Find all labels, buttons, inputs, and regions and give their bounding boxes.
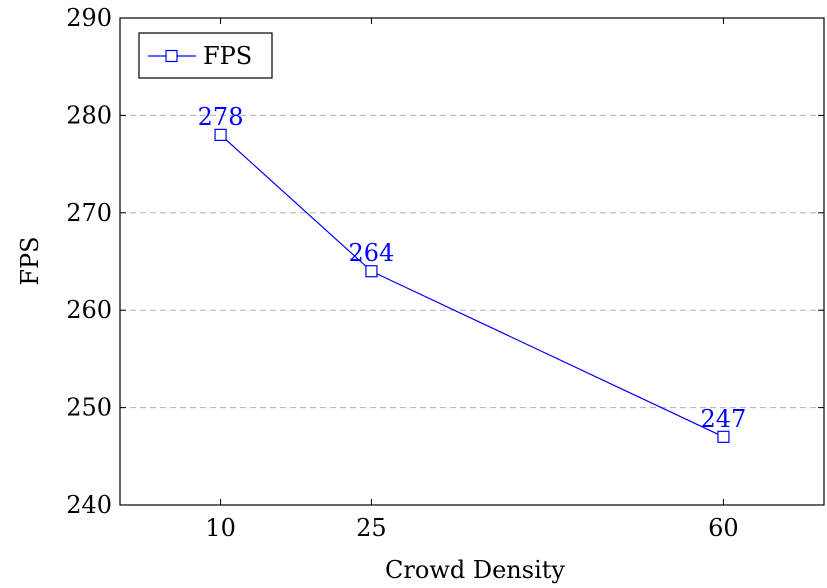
y-axis-title: FPS	[16, 236, 44, 285]
plot-frame	[119, 17, 825, 506]
x-axis-title: Crowd Density	[385, 556, 565, 584]
series-line-fps	[220, 134, 724, 438]
x-tick-label-25: 25	[356, 514, 387, 542]
tick-labels: 240 250 260 270 280 290 10 25 60	[66, 4, 739, 542]
grid-lines	[120, 114, 824, 409]
legend-marker-swatch	[165, 49, 178, 63]
axes	[119, 17, 825, 506]
tick-marks	[120, 17, 824, 506]
y-tick-label-250: 250	[66, 394, 112, 422]
y-tick-label-270: 270	[66, 199, 112, 227]
series-fps: 278 264 247	[198, 103, 747, 443]
data-label-60: 247	[701, 405, 747, 433]
y-tick-label-260: 260	[66, 296, 112, 324]
data-point-marker-60	[717, 430, 730, 443]
data-point-marker-25	[365, 265, 378, 278]
x-tick-label-10: 10	[205, 514, 236, 542]
legend-label-fps: FPS	[203, 42, 252, 70]
data-label-10: 278	[198, 103, 244, 131]
data-point-marker-10	[214, 128, 227, 141]
y-tick-label-240: 240	[66, 491, 112, 519]
y-tick-label-280: 280	[66, 101, 112, 129]
x-tick-label-60: 60	[708, 514, 739, 542]
y-tick-label-290: 290	[66, 4, 112, 32]
legend: FPS	[138, 32, 273, 79]
data-label-25: 264	[349, 239, 395, 267]
